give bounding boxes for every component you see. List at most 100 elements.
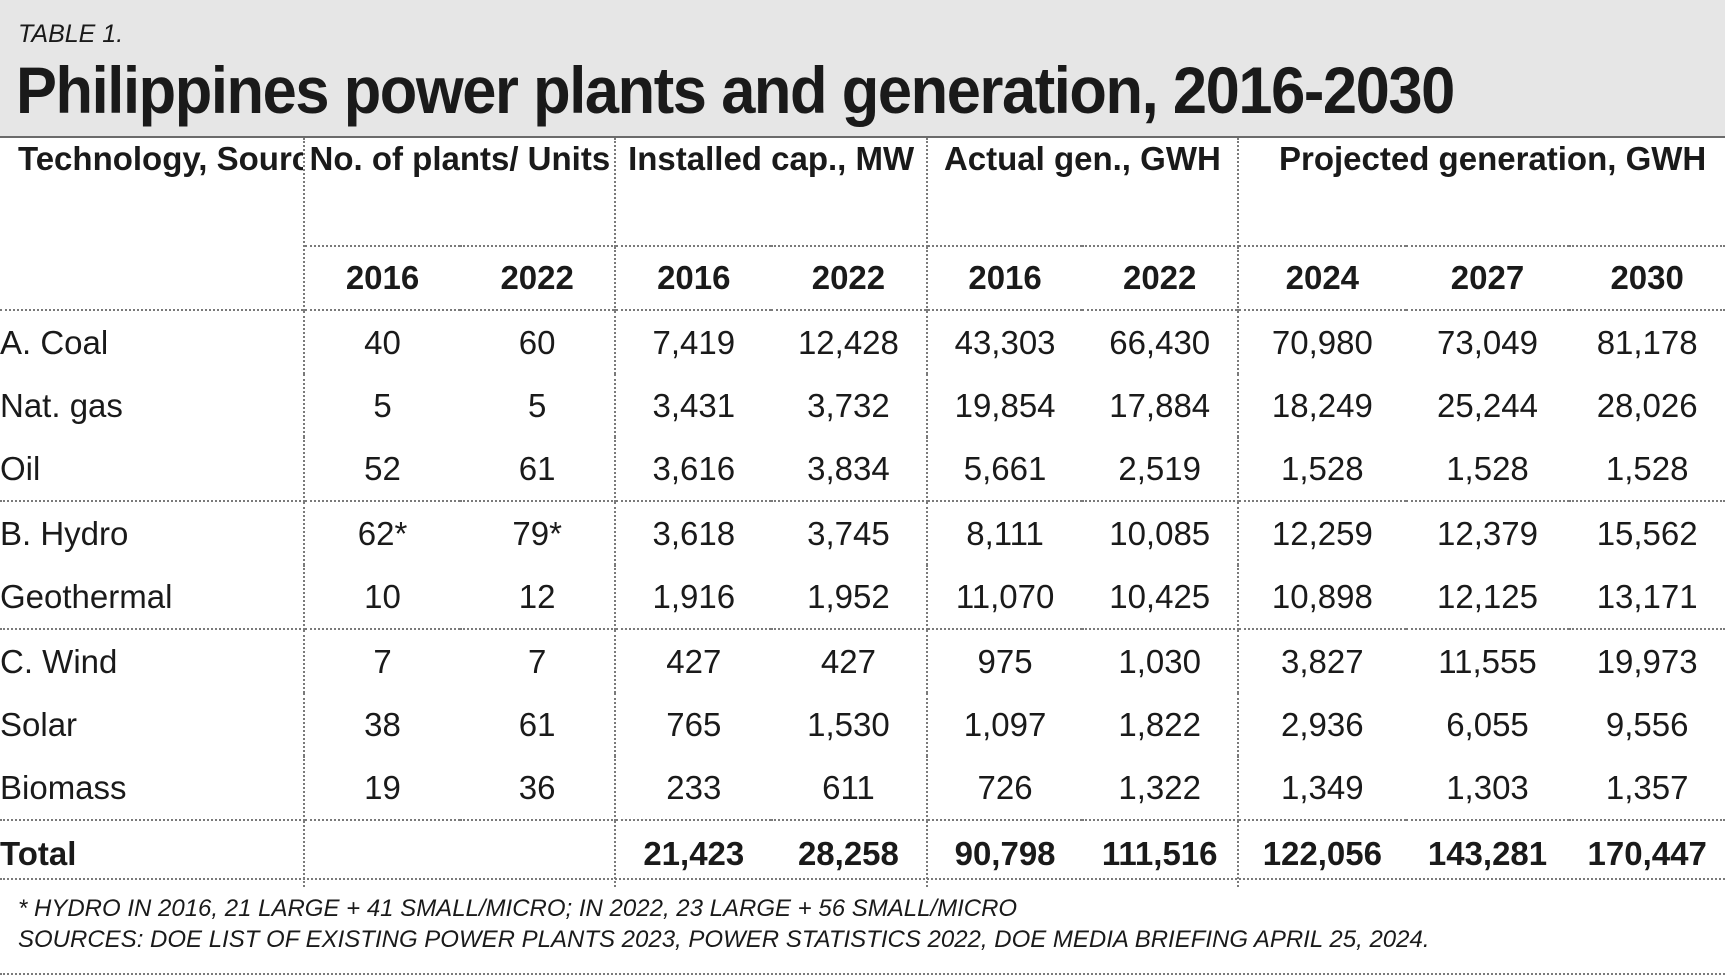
year-header: 2027 [1450,259,1525,296]
cell: 3,745 [771,501,928,565]
table-row: A. Coal 40 60 7,419 12,428 43,303 66,430… [0,310,1725,374]
cell: 13,171 [1569,565,1725,630]
year-header: 2016 [968,259,1042,296]
year-header-row: 2016 2022 2016 2022 2016 2022 2024 2027 … [0,246,1725,310]
cell: 73,049 [1437,323,1538,361]
cell: 1,303 [1405,756,1570,821]
cell: 79* [459,501,617,565]
header-technology: Technology, Source [0,138,306,310]
cell: 3,834 [771,437,928,502]
row-label: Solar [0,693,306,756]
cell: 25,244 [1437,386,1538,424]
cell: 10 [304,565,460,630]
cell: 1,528 [1405,437,1570,502]
cell: 12 [459,565,617,630]
cell: 21,423 [643,835,745,872]
cell: 1,528 [1569,437,1725,502]
footnote-hydro: * HYDRO IN 2016, 21 LARGE + 41 SMALL/MIC… [18,895,1018,922]
footnotes: * HYDRO IN 2016, 21 LARGE + 41 SMALL/MIC… [18,893,1430,955]
year-header: 2016 [345,259,420,296]
cell: 19,973 [1596,642,1698,680]
cell: 18,249 [1271,386,1373,424]
header-actual: Actual gen., GWH [926,138,1240,247]
cell: 427 [771,629,928,693]
table-title: Philippines power plants and generation,… [16,53,1455,127]
cell: 2,936 [1281,705,1364,743]
cell: 5 [373,386,392,424]
power-plants-table: Technology, Source No. of plants/ Units … [0,138,1725,887]
cell: 61 [459,693,617,756]
footnote-sources: SOURCES: DOE LIST OF EXISTING POWER PLAN… [18,926,1430,953]
row-label: Geothermal [0,565,306,630]
cell: 40 [364,323,401,361]
cell: 1,322 [1082,756,1239,821]
cell: 2,519 [1082,437,1239,502]
row-label: Biomass [0,756,306,821]
cell: 90,798 [954,835,1056,872]
cell: 7,419 [652,323,736,361]
cell: 3,431 [652,386,736,424]
cell: 975 [977,642,1033,680]
cell [459,820,617,887]
cell: 38 [364,705,401,743]
cell [304,820,460,887]
cell: 3,616 [615,437,772,502]
cell: 3,618 [652,514,736,552]
cell: 28,026 [1596,386,1698,424]
cell: 5,661 [926,437,1083,502]
cell: 61 [459,437,617,502]
table-row: Geothermal 10 12 1,916 1,952 11,070 10,4… [0,565,1725,630]
cell: 81,178 [1596,323,1698,361]
cell: 1,528 [1238,437,1406,502]
table-row: Solar 38 61 765 1,530 1,097 1,822 2,936 … [0,693,1725,756]
row-label: C. Wind [0,629,306,693]
cell: 1,822 [1082,693,1239,756]
cell: 12,259 [1271,514,1373,552]
cell: 28,258 [771,820,928,887]
cell: 11,070 [926,565,1083,630]
cell: 60 [459,310,617,374]
cell: 12,428 [771,310,928,374]
cell: 3,827 [1281,642,1364,680]
header-installed: Installed cap., MW [615,138,928,247]
cell: 52 [304,437,460,502]
cell: 7 [373,642,392,680]
bottom-divider [0,973,1725,977]
cell: 611 [771,756,928,821]
cell: 12,125 [1405,565,1570,630]
year-header: 2022 [1082,246,1239,310]
table-row: B. Hydro 62* 79* 3,618 3,745 8,111 10,08… [0,501,1725,565]
cell: 3,732 [771,374,928,437]
cell: 10,898 [1238,565,1406,630]
table-label: TABLE 1. [18,20,124,48]
cell: 170,447 [1587,835,1707,872]
row-label: A. Coal [0,310,306,374]
cell: 19,854 [954,386,1056,424]
footnote-divider [0,878,1725,880]
row-label: Oil [0,437,306,502]
table-header: TABLE 1. Philippines power plants and ge… [0,0,1725,138]
total-label: Total [0,820,306,887]
year-header: 2024 [1285,259,1360,296]
year-header: 2030 [1610,259,1684,296]
cell: 70,980 [1271,323,1373,361]
cell: 1,349 [1238,756,1406,821]
header-plants: No. of plants/ Units [304,138,617,247]
cell: 17,884 [1082,374,1239,437]
cell: 15,562 [1596,514,1698,552]
cell: 9,556 [1605,705,1689,743]
table-row: Biomass 19 36 233 611 726 1,322 1,349 1,… [0,756,1725,821]
cell: 36 [459,756,617,821]
total-row: Total 21,423 28,258 90,798 111,516 122,0… [0,820,1725,887]
cell: 43,303 [954,323,1056,361]
cell: 10,425 [1082,565,1239,630]
table-row: Oil 52 61 3,616 3,834 5,661 2,519 1,528 … [0,437,1725,502]
cell: 111,516 [1082,820,1239,887]
cell: 726 [926,756,1083,821]
year-header: 2022 [771,246,928,310]
cell: 1,530 [771,693,928,756]
cell: 1,357 [1569,756,1725,821]
cell: 233 [615,756,772,821]
year-header: 2016 [657,259,731,296]
